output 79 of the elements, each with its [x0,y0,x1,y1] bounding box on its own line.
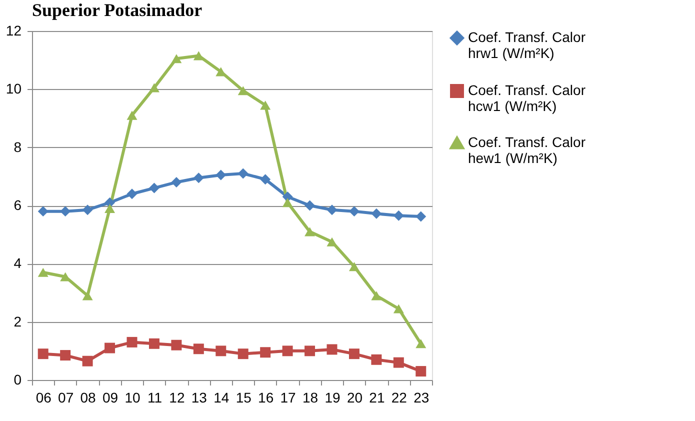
point [326,237,338,246]
y-tick-label: 10 [6,80,22,97]
x-tick-label: 14 [214,390,230,406]
point [38,268,48,277]
point [126,188,138,200]
point [393,210,404,221]
point [393,357,404,368]
point [238,168,248,179]
point [348,262,360,272]
x-tick-label: 12 [169,390,185,406]
point [371,208,382,219]
point [238,348,248,360]
point [148,338,160,349]
x-tick-label: 11 [147,390,162,406]
point [416,211,426,222]
y-tick-label: 0 [14,372,22,388]
point [126,336,138,348]
point [171,340,182,350]
x-tick-label: 19 [324,390,340,406]
point [326,204,338,216]
x-tick-label: 09 [102,390,118,406]
y-tick-label: 6 [14,197,22,213]
y-tick-label: 2 [14,313,22,330]
point [171,176,182,188]
y-tick-label: 4 [14,255,22,272]
point [216,346,226,356]
point [82,291,93,300]
point [393,304,404,314]
x-tick-label: 20 [346,390,363,406]
y-tick-label: 12 [6,22,22,38]
point [304,227,316,236]
x-tick-label: 13 [191,390,208,406]
point [260,347,271,358]
point [371,354,382,365]
point [60,206,71,217]
point [126,110,138,120]
point [260,100,271,110]
chart-title: Superior Potasimador [32,0,202,20]
point [148,182,160,194]
x-tick-label: 08 [80,390,96,406]
point [282,346,293,356]
point [216,170,226,180]
point [104,342,116,354]
point [104,204,116,213]
point [348,348,360,360]
x-tick-label: 17 [280,390,296,406]
x-tick-label: 06 [36,390,52,406]
point [238,86,248,96]
point [260,174,271,185]
point [304,346,316,356]
point [416,366,426,377]
point [82,356,93,366]
point [193,51,204,60]
point [171,54,182,64]
x-tick-label: 16 [258,390,274,406]
point [193,344,204,354]
point [193,172,204,184]
legend-label: Coef. Transf. Calor hrw1 (W/m²K) [468,29,586,61]
x-tick-label: 10 [124,390,140,406]
point [348,206,360,217]
x-tick-label: 18 [302,390,318,406]
point [60,350,71,361]
y-tick-label: 8 [14,138,22,155]
x-tick-label: 22 [391,390,408,406]
point [326,344,338,355]
point [38,348,48,360]
point [371,291,382,300]
x-tick-label: 15 [236,390,252,406]
point [148,83,160,92]
point [38,206,48,217]
point [282,198,293,208]
point [304,200,316,211]
x-tick-label: 21 [369,390,385,406]
x-tick-label: 07 [58,390,74,406]
point [82,204,93,216]
x-tick-label: 23 [414,390,430,406]
legend-label: Coef. Transf. Calor hcw1 (W/m²K) [468,82,586,114]
legend-label: Coef. Transf. Calor hew1 (W/m²K) [468,134,586,166]
point [416,339,426,348]
